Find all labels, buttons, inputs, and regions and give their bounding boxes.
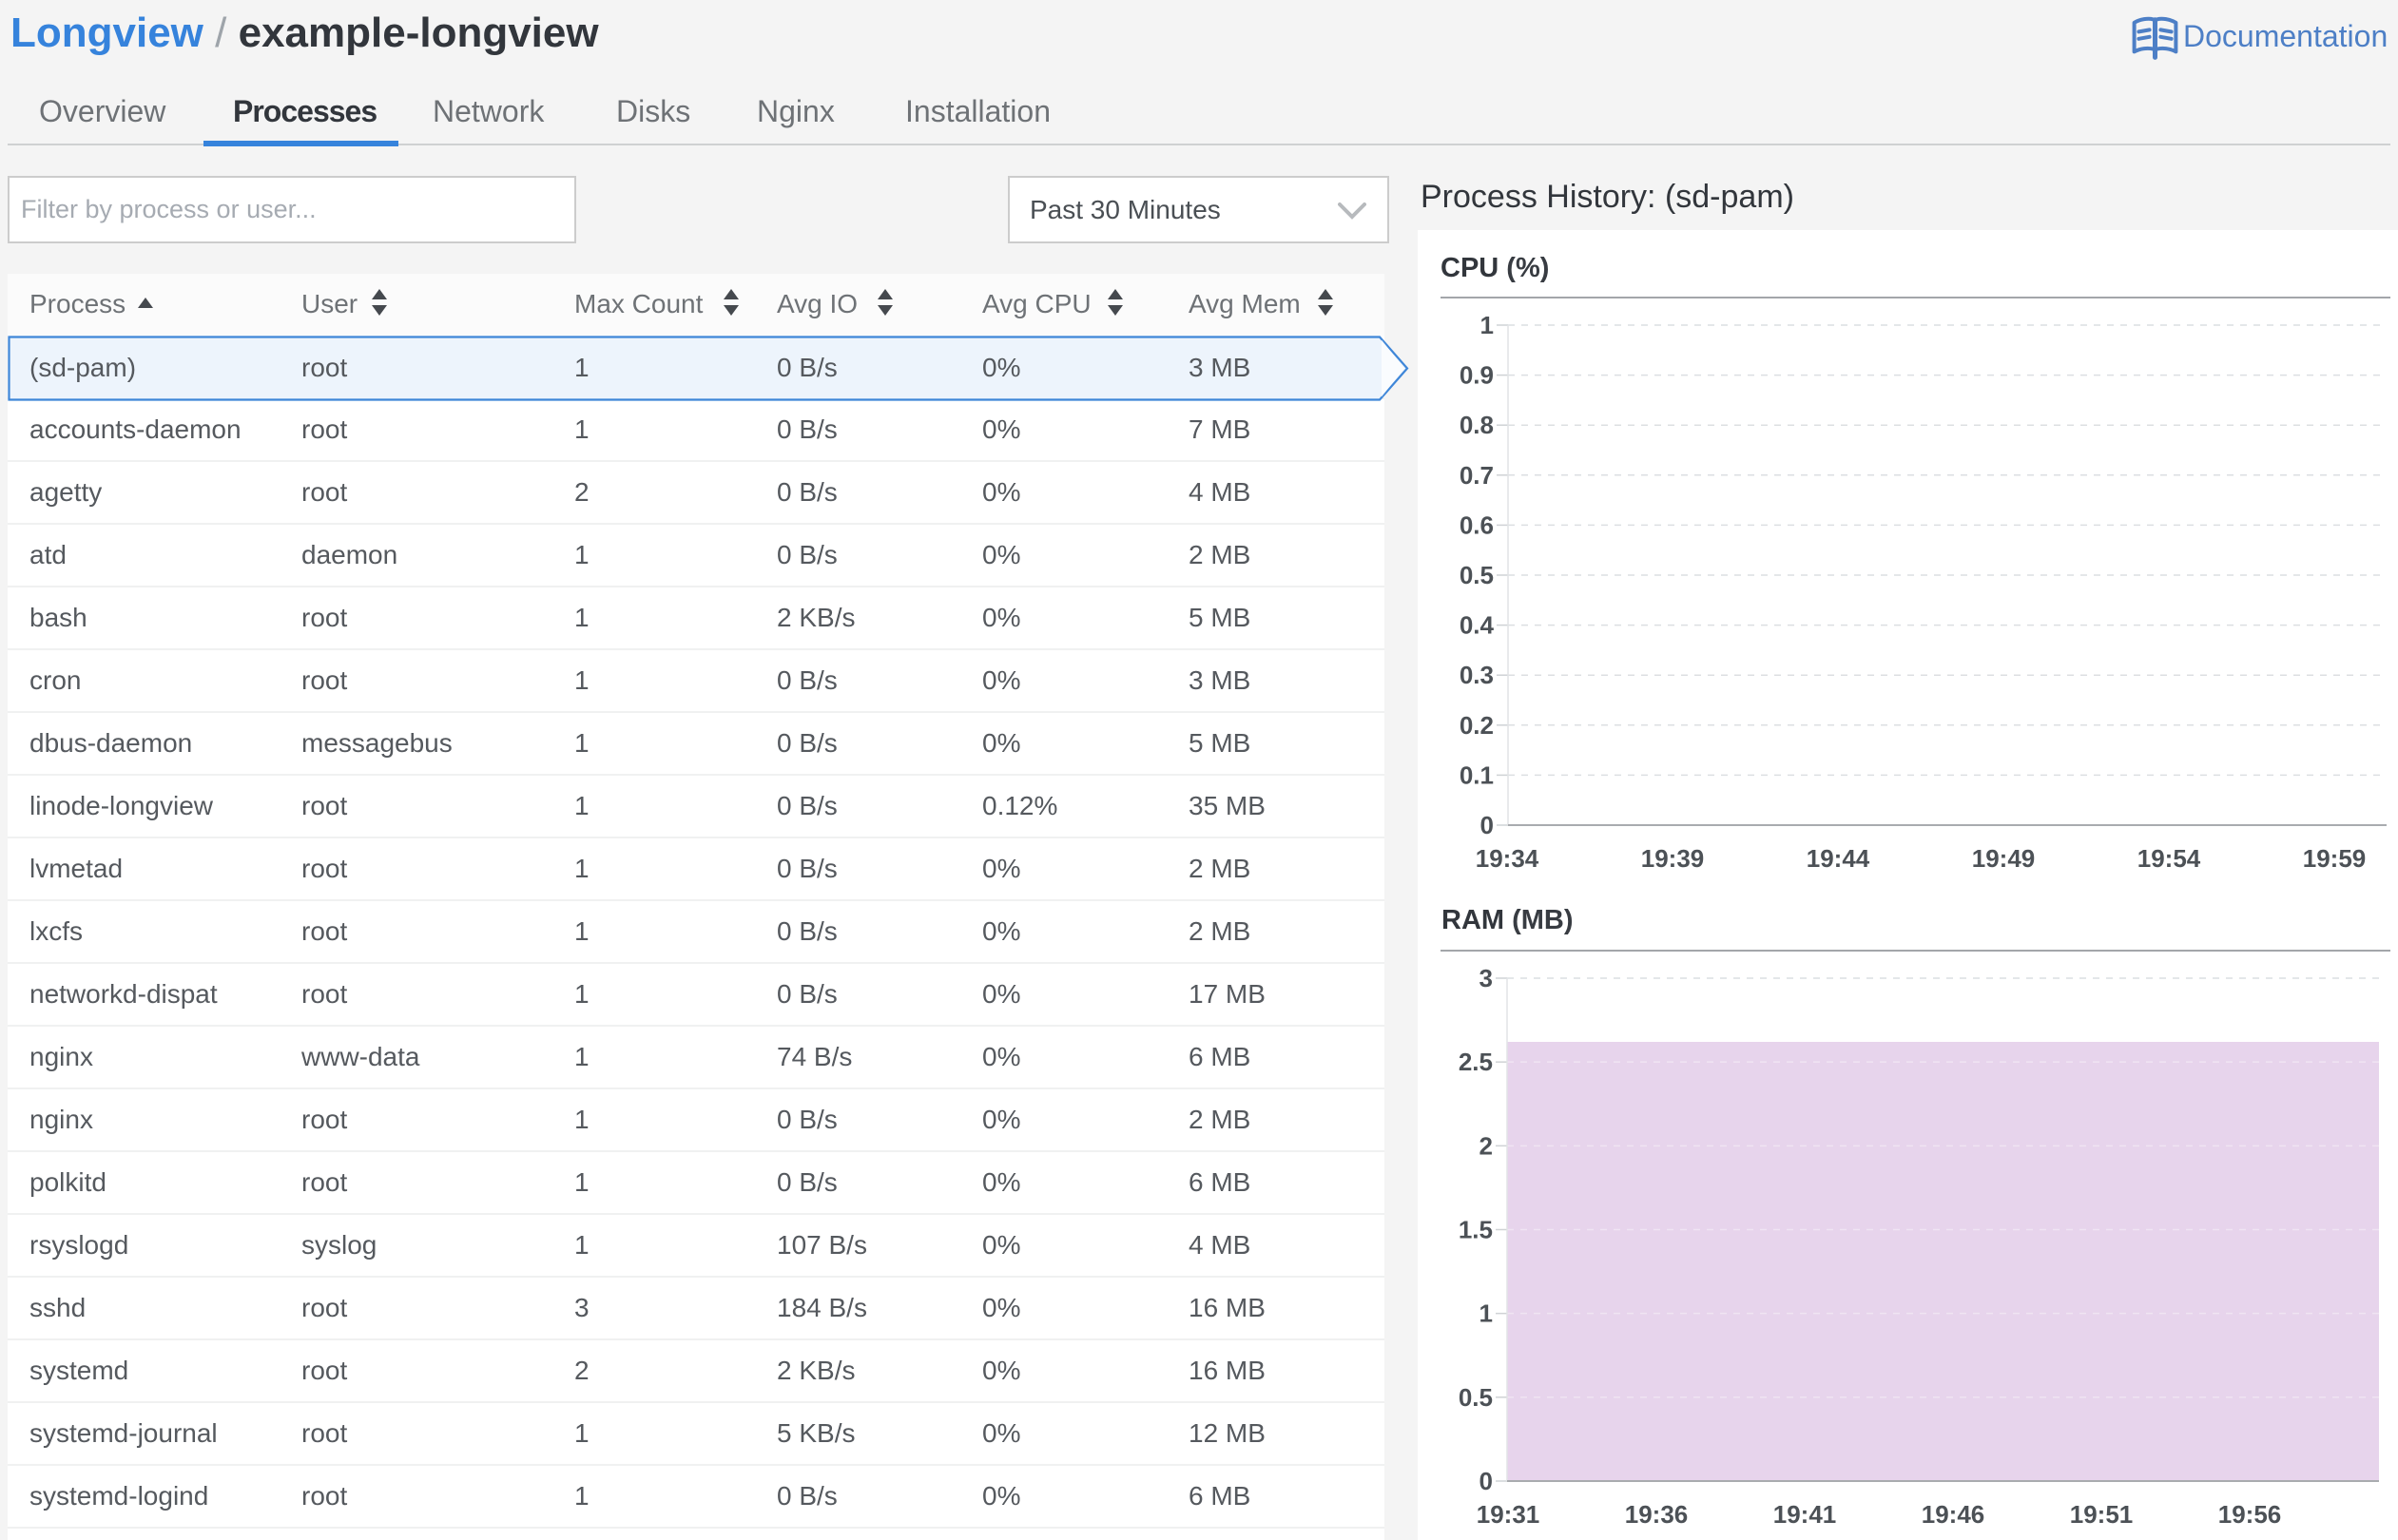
svg-text:19:39: 19:39 bbox=[1641, 844, 1705, 873]
svg-text:1.5: 1.5 bbox=[1459, 1216, 1493, 1244]
svg-text:0.2: 0.2 bbox=[1460, 711, 1494, 740]
svg-text:19:31: 19:31 bbox=[1477, 1500, 1540, 1529]
svg-text:2: 2 bbox=[1479, 1131, 1493, 1160]
svg-text:19:51: 19:51 bbox=[2070, 1500, 2134, 1529]
svg-text:0.9: 0.9 bbox=[1460, 361, 1494, 390]
svg-text:19:44: 19:44 bbox=[1807, 844, 1870, 873]
svg-text:0.6: 0.6 bbox=[1460, 510, 1494, 539]
svg-text:19:49: 19:49 bbox=[1972, 844, 2036, 873]
svg-text:19:34: 19:34 bbox=[1476, 844, 1539, 873]
svg-text:0: 0 bbox=[1479, 1467, 1493, 1495]
svg-text:19:41: 19:41 bbox=[1773, 1500, 1837, 1529]
svg-text:0: 0 bbox=[1480, 811, 1494, 839]
svg-text:0.5: 0.5 bbox=[1459, 1383, 1493, 1412]
svg-text:0.4: 0.4 bbox=[1460, 611, 1495, 640]
svg-text:0.7: 0.7 bbox=[1460, 461, 1494, 490]
svg-text:0.3: 0.3 bbox=[1460, 661, 1494, 689]
svg-text:1: 1 bbox=[1479, 1299, 1493, 1328]
svg-text:19:59: 19:59 bbox=[2303, 844, 2367, 873]
svg-text:19:36: 19:36 bbox=[1625, 1500, 1689, 1529]
svg-text:3: 3 bbox=[1479, 964, 1493, 992]
svg-text:0.5: 0.5 bbox=[1460, 561, 1494, 589]
svg-text:2.5: 2.5 bbox=[1459, 1048, 1493, 1076]
svg-text:19:46: 19:46 bbox=[1922, 1500, 1985, 1529]
svg-text:19:56: 19:56 bbox=[2218, 1500, 2282, 1529]
svg-text:19:54: 19:54 bbox=[2137, 844, 2201, 873]
svg-text:1: 1 bbox=[1480, 311, 1494, 339]
svg-text:0.1: 0.1 bbox=[1460, 760, 1494, 789]
svg-text:0.8: 0.8 bbox=[1460, 411, 1494, 439]
